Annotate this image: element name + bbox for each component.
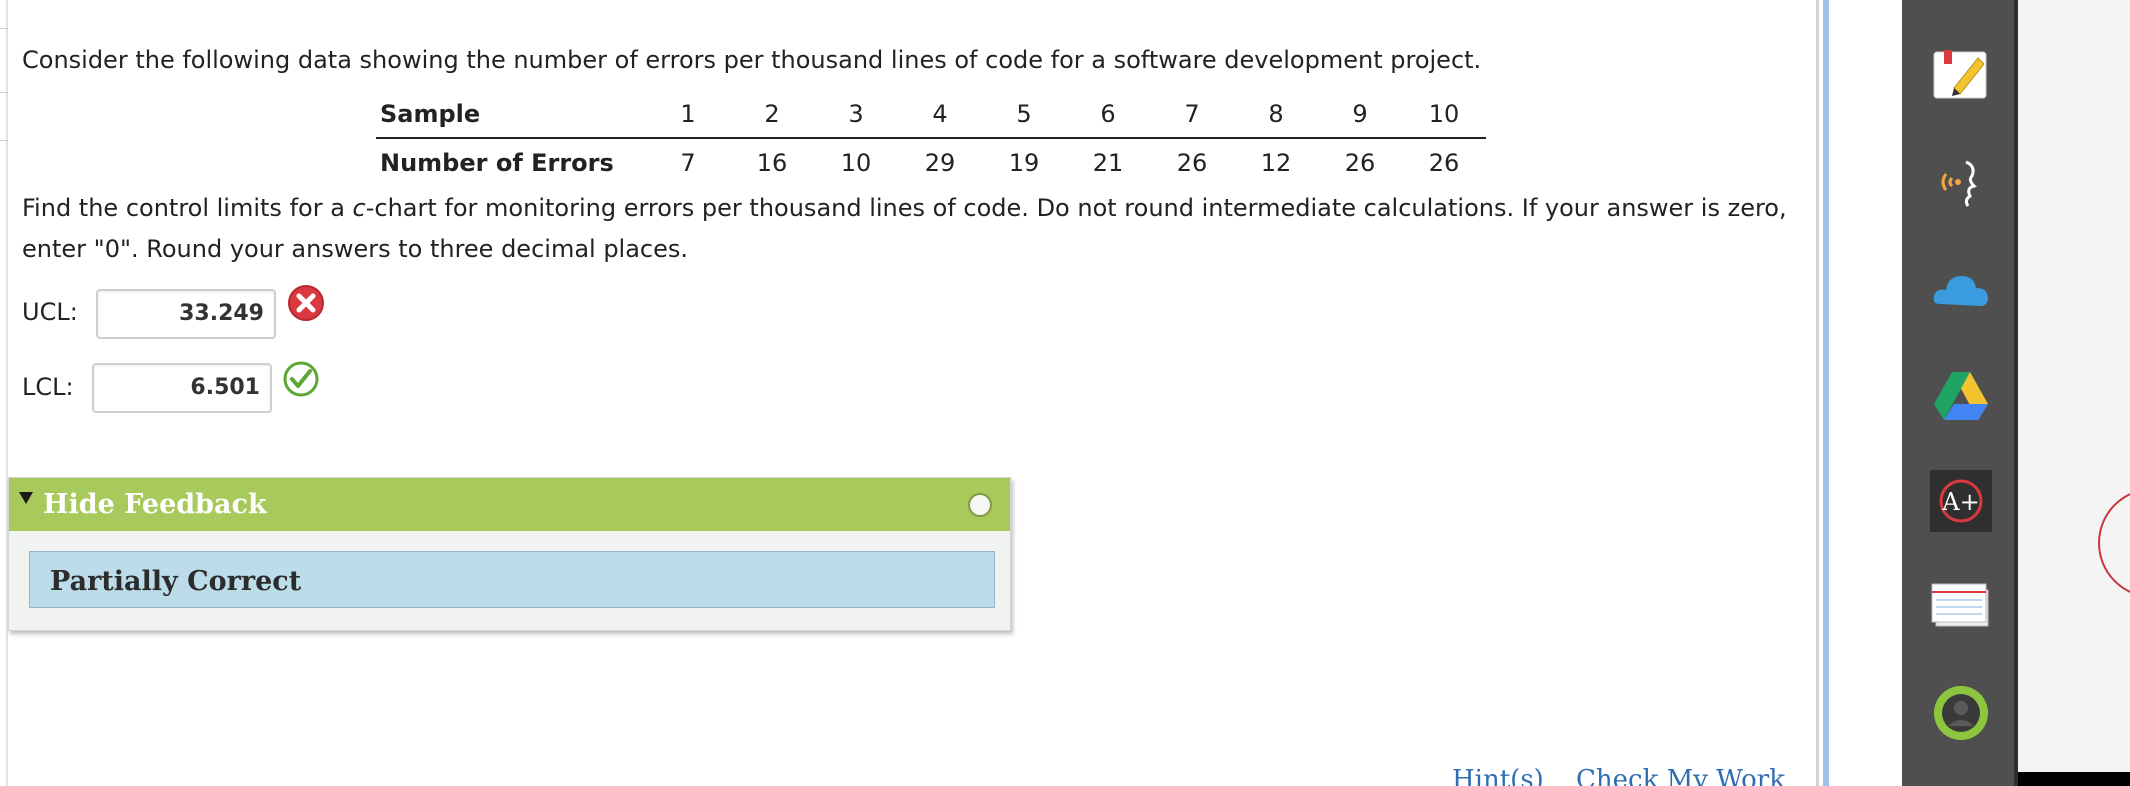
read-aloud-icon[interactable]: [1930, 152, 1992, 214]
correct-check-icon: [283, 361, 319, 397]
question-intro: Consider the following data showing the …: [22, 46, 1482, 74]
feedback-header[interactable]: Hide Feedback: [9, 478, 1010, 531]
instruction-part2: -chart for monitoring errors per thousan…: [365, 194, 1787, 222]
sample-cell: 6: [1066, 90, 1150, 139]
hints-link[interactable]: Hint(s): [1452, 765, 1544, 786]
page-left-tick: [0, 92, 8, 93]
errors-cell: 19: [1008, 148, 1040, 177]
feedback-result-box: Partially Correct: [29, 551, 995, 608]
instruction-italic: c: [352, 194, 366, 222]
grade-badge-icon[interactable]: A+: [1930, 470, 1992, 532]
ucl-input[interactable]: 33.249: [96, 289, 276, 339]
errors-cell: 26: [1428, 148, 1460, 177]
data-table: Sample 1 2 3 4 5 6 7 8 9 10 Number of Er…: [376, 90, 1486, 186]
content-right-border: [1816, 0, 1819, 786]
lcl-label: LCL:: [22, 373, 74, 401]
onedrive-icon[interactable]: [1930, 260, 1992, 322]
sample-header: Sample: [376, 90, 646, 139]
vertical-scrollbar[interactable]: [1823, 0, 1829, 786]
sample-cell: 3: [814, 90, 898, 139]
sample-cell: 5: [982, 90, 1066, 139]
tools-sidebar-edge: [2014, 0, 2018, 786]
page-left-tick: [0, 140, 8, 141]
errors-cell: 7: [680, 148, 696, 177]
svg-text:A+: A+: [1941, 488, 1979, 516]
feedback-panel: Hide Feedback Partially Correct: [8, 477, 1011, 631]
question-instruction: Find the control limits for a c-chart fo…: [22, 188, 1787, 228]
page-left-border: [6, 0, 8, 786]
table-errors-row: Number of Errors 7 16 10 29 19 21 26 12 …: [376, 138, 1486, 186]
table-header-row: Sample 1 2 3 4 5 6 7 8 9 10: [376, 90, 1486, 139]
sample-cell: 8: [1234, 90, 1318, 139]
page-left-tick: [0, 28, 8, 29]
sample-cell: 9: [1318, 90, 1402, 139]
check-my-work-link[interactable]: Check My Work: [1576, 765, 1785, 786]
sample-cell: 7: [1150, 90, 1234, 139]
edit-pencil-icon[interactable]: [968, 493, 992, 517]
background-bar: [2018, 772, 2130, 786]
sample-cell: 10: [1402, 90, 1486, 139]
collapse-arrow-icon[interactable]: [19, 492, 33, 504]
sample-cell: 1: [646, 90, 730, 139]
instruction-part1: Find the control limits for a: [22, 194, 353, 222]
errors-cell: 21: [1092, 148, 1124, 177]
notepad-icon[interactable]: [1930, 44, 1992, 106]
errors-cell: 12: [1260, 148, 1292, 177]
flashcards-icon[interactable]: [1930, 576, 1992, 638]
background-window: [2018, 0, 2130, 786]
question-instruction-line2: enter "0". Round your answers to three d…: [22, 235, 689, 263]
feedback-status: Partially Correct: [50, 566, 302, 597]
errors-header: Number of Errors: [380, 148, 614, 177]
ucl-label: UCL:: [22, 298, 78, 326]
errors-cell: 26: [1344, 148, 1376, 177]
incorrect-x-icon: [288, 285, 324, 321]
errors-cell: 10: [840, 148, 872, 177]
sample-cell: 2: [730, 90, 814, 139]
hide-feedback-toggle[interactable]: Hide Feedback: [43, 489, 267, 520]
google-drive-icon[interactable]: [1930, 366, 1992, 428]
profile-ring-icon[interactable]: [1930, 682, 1992, 744]
errors-cell: 26: [1176, 148, 1208, 177]
errors-cell: 29: [924, 148, 956, 177]
errors-cell: 16: [756, 148, 788, 177]
sample-cell: 4: [898, 90, 982, 139]
lcl-input[interactable]: 6.501: [92, 363, 272, 413]
